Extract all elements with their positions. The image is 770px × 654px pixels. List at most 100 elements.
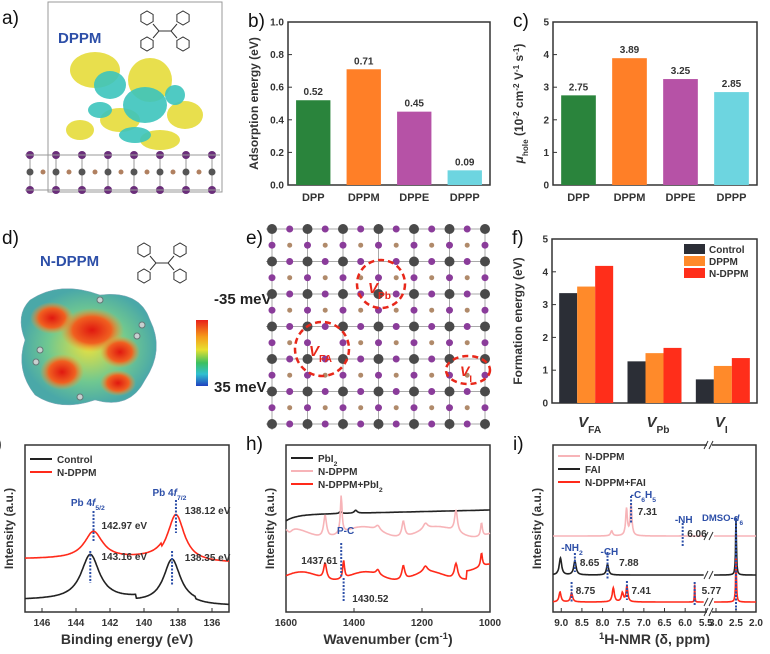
fa-cation (287, 275, 293, 281)
fa-cation (429, 275, 435, 281)
iodine-atom (357, 355, 365, 363)
iodine-atom (286, 258, 294, 265)
iodine-atom (339, 404, 347, 412)
lead-atom (444, 224, 455, 234)
fa-cation (393, 275, 399, 281)
iodine-atom (392, 355, 400, 363)
label-part: PbI (318, 454, 334, 465)
label-part: 2 (379, 487, 383, 494)
axis-break-bottom (707, 607, 712, 617)
data-label: 0.52 (304, 87, 324, 98)
legend-swatch (684, 256, 705, 266)
annotation-pb-4f52: Pb 4f5/2 (71, 498, 105, 512)
iodine-atom (321, 323, 329, 330)
y-tick-label: 5 (542, 235, 548, 246)
label-part: hole (521, 139, 530, 156)
label-part: DPP (302, 192, 325, 204)
label-part: 2.0 (749, 618, 763, 629)
iodine-atom (375, 241, 382, 249)
x-tick-label: DPPE (666, 192, 696, 204)
label-part: 1 (543, 148, 549, 159)
bar-control (559, 293, 578, 403)
iodine-atom (446, 404, 453, 412)
colorbar (196, 320, 208, 386)
iodine-atom (428, 420, 436, 428)
annotation-value: 7.31 (638, 507, 658, 518)
legend-label: N-DPPM+FAI (585, 478, 646, 489)
legend-label: FAI (585, 465, 601, 476)
lead-atom (373, 419, 384, 429)
fa-cation (429, 405, 435, 411)
x-axis-label: 1H-NMR (δ, ppm) (599, 631, 710, 648)
n-dppm-spectrum (553, 503, 704, 537)
bar-dppe (397, 111, 432, 185)
label-part: 136 (204, 618, 221, 629)
fa-cation (393, 340, 399, 346)
label-part: 6.5 (658, 618, 672, 629)
label-part: N-DPPM+FAI (585, 478, 646, 489)
label-part: -C (631, 490, 642, 501)
x-tick-label: 9.0 (554, 618, 568, 629)
label-part: 6 (739, 520, 743, 527)
control-spectrum (25, 553, 229, 606)
chart-i: i) Intensity (a.u.) 1H-NMR (δ, ppm) 9.0 8.5 8… (513, 434, 763, 647)
label-part: 0.0 (270, 181, 284, 192)
label-part: c) (513, 11, 529, 32)
phenyl-ring (173, 242, 187, 258)
y-tick-label: 1.0 (270, 18, 284, 29)
bar-n-dppm (731, 358, 750, 403)
y-axis-label: Intensity (a.u.) (263, 488, 277, 569)
pbi2-spectrum (285, 509, 490, 522)
axis-break (703, 597, 714, 607)
y-axis-label: Intensity (a.u.) (2, 488, 16, 569)
label-part: Adsorption energy (eV) (247, 37, 261, 170)
iodine-atom (428, 388, 436, 395)
lead-atom (373, 224, 384, 234)
x-tick-label: DPPE (399, 192, 429, 204)
label-part: -2 (512, 83, 521, 91)
fa-cation (92, 169, 98, 175)
label-part: Pb 4 (153, 488, 175, 499)
label-part: DPPE (666, 192, 696, 204)
bar-dpp (561, 95, 596, 185)
x-tick-label: VI (715, 414, 728, 436)
label-part: V (578, 414, 590, 431)
fa-cation (393, 242, 399, 248)
iodine-atom (286, 355, 294, 363)
iodine-atom (357, 388, 365, 395)
axes-frame (285, 444, 491, 613)
label-part: 2 (334, 461, 338, 468)
fa-cation (358, 242, 364, 248)
y-tick-label: 0.4 (270, 115, 284, 126)
y-tick-label: 0.0 (270, 181, 284, 192)
label-part: 4 (542, 267, 548, 278)
label-part: Formation energy (eV) (511, 257, 525, 384)
annotation-value: 138.35 eV (185, 553, 231, 564)
y-tick-label: 0 (542, 399, 548, 410)
iodine-atom (339, 241, 347, 249)
label-part: 7.41 (631, 586, 651, 597)
label-part: 1 (542, 366, 548, 377)
lead-atom (409, 419, 419, 429)
label-part: 0 (542, 399, 548, 410)
iodine-atom (392, 420, 400, 428)
lead-atom (480, 354, 490, 364)
label-part: -NH (561, 543, 579, 554)
x-tick-label: 144 (68, 618, 85, 629)
fa-cation (287, 242, 293, 248)
label-part: 3 (543, 83, 549, 94)
iodine-atom (392, 258, 400, 265)
label-part: 143.16 eV (102, 552, 148, 563)
fa-cation (196, 169, 202, 175)
label-part: H (645, 490, 652, 501)
x-axis-label: Binding energy (eV) (61, 631, 193, 647)
y-tick-label: 0.2 (270, 148, 284, 159)
lead-atom (302, 354, 313, 364)
lead-atom (409, 386, 419, 397)
label-part: DPP (567, 192, 590, 204)
lead-atom (26, 168, 34, 176)
fa-cation (429, 307, 435, 313)
fai-spectrum (552, 555, 704, 576)
x-tick-label: 2.5 (729, 618, 743, 629)
y-tick-label: 3 (543, 83, 549, 94)
